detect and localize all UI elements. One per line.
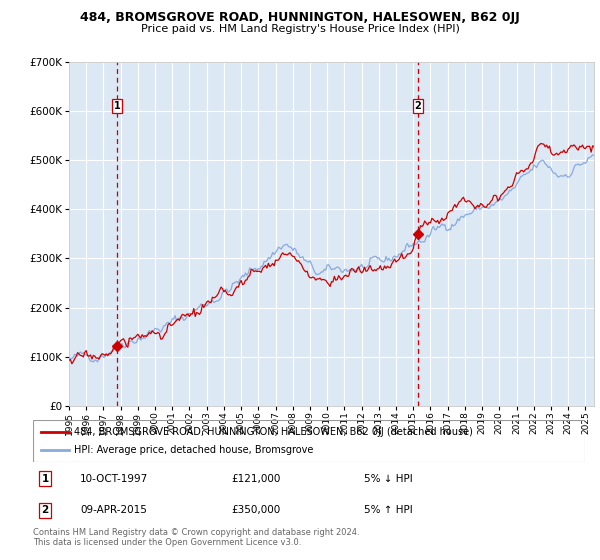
Text: 1: 1 — [41, 474, 49, 484]
Text: Price paid vs. HM Land Registry's House Price Index (HPI): Price paid vs. HM Land Registry's House … — [140, 24, 460, 34]
Text: 2: 2 — [415, 101, 421, 111]
Text: 5% ↑ HPI: 5% ↑ HPI — [364, 505, 413, 515]
Text: 484, BROMSGROVE ROAD, HUNNINGTON, HALESOWEN, B62 0JJ (detached house): 484, BROMSGROVE ROAD, HUNNINGTON, HALESO… — [74, 427, 473, 437]
Text: 2: 2 — [41, 505, 49, 515]
Text: £121,000: £121,000 — [232, 474, 281, 484]
Text: 484, BROMSGROVE ROAD, HUNNINGTON, HALESOWEN, B62 0JJ: 484, BROMSGROVE ROAD, HUNNINGTON, HALESO… — [80, 11, 520, 24]
Text: 10-OCT-1997: 10-OCT-1997 — [80, 474, 148, 484]
Text: HPI: Average price, detached house, Bromsgrove: HPI: Average price, detached house, Brom… — [74, 445, 314, 455]
Text: 1: 1 — [113, 101, 120, 111]
Text: 5% ↓ HPI: 5% ↓ HPI — [364, 474, 413, 484]
Text: 09-APR-2015: 09-APR-2015 — [80, 505, 147, 515]
Text: £350,000: £350,000 — [232, 505, 281, 515]
Text: Contains HM Land Registry data © Crown copyright and database right 2024.
This d: Contains HM Land Registry data © Crown c… — [33, 528, 359, 547]
